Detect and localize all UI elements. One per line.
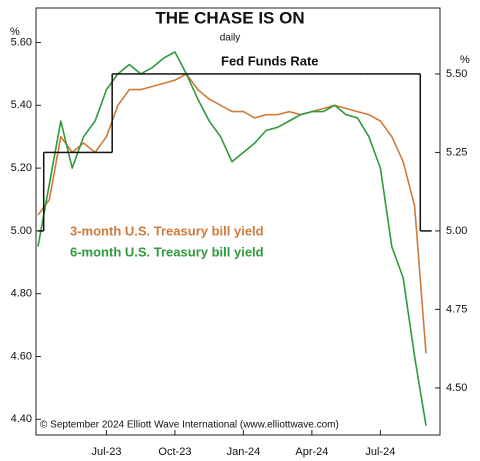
x-tick-label: Apr-24 xyxy=(295,446,328,458)
y-tick-label: 4.40 xyxy=(11,413,32,425)
y2-tick-label: 5.25 xyxy=(446,146,467,158)
copyright: © September 2024 Elliott Wave Internatio… xyxy=(40,420,339,431)
y2-tick-label: 5.50 xyxy=(446,68,467,80)
series-line xyxy=(37,73,427,354)
y-tick-label: 4.80 xyxy=(11,288,32,300)
y2-tick-label: 4.50 xyxy=(446,382,467,394)
y2-tick-label: 5.00 xyxy=(446,225,467,237)
y-tick-label: 5.40 xyxy=(11,99,32,111)
chart-title: THE CHASE IS ON xyxy=(155,8,304,27)
legend-entry: 3-month U.S. Treasury bill yield xyxy=(70,223,264,238)
x-tick-label: Jul-23 xyxy=(91,446,121,458)
series-line xyxy=(37,51,427,426)
y2-tick-label: 4.75 xyxy=(446,303,467,315)
x-tick-label: Oct-23 xyxy=(158,446,191,458)
y-tick-label: 4.60 xyxy=(11,350,32,362)
plot-frame xyxy=(35,7,441,436)
y-axis-label: % xyxy=(10,26,20,38)
y-tick-label: 5.00 xyxy=(11,225,32,237)
chart-subtitle: daily xyxy=(220,33,241,44)
y-tick-label: 5.60 xyxy=(11,36,32,48)
y-tick-label: 5.20 xyxy=(11,162,32,174)
y2-axis-label: % xyxy=(460,54,470,66)
legend-entry: 6-month U.S. Treasury bill yield xyxy=(70,244,264,259)
annotation: Fed Funds Rate xyxy=(221,53,319,68)
x-tick-label: Jan-24 xyxy=(227,446,261,458)
x-tick-label: Jul-24 xyxy=(365,446,395,458)
